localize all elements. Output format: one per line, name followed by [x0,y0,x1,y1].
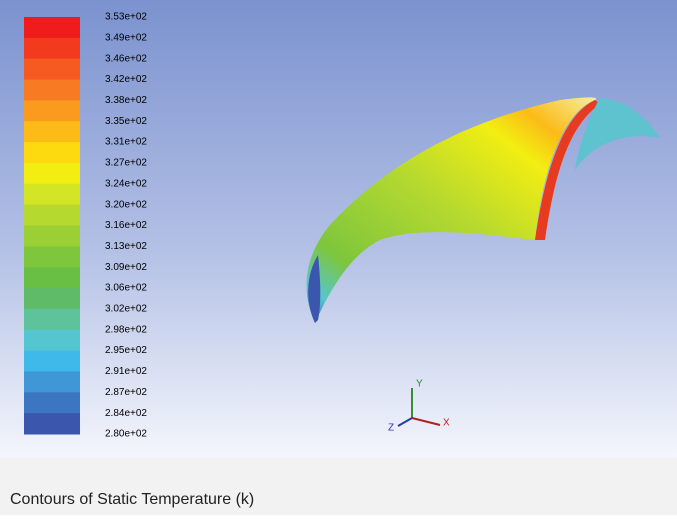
colorbar-label: 3.46e+02 [105,53,147,64]
colorbar-band [24,413,80,435]
caption: Contours of Static Temperature (k) [10,491,254,508]
colorbar-band [24,329,80,352]
colorbar-label: 3.20e+02 [105,199,147,210]
colorbar-label: 3.42e+02 [105,74,147,85]
colorbar-label: 3.27e+02 [105,158,147,169]
colorbar-label: 2.80e+02 [105,429,147,440]
colorbar-label: 2.95e+02 [105,345,147,356]
z-axis-arrow [397,417,413,427]
colorbar-label: 2.91e+02 [105,366,147,377]
colorbar-band [24,142,80,164]
colorbar: 3.53e+02 3.49e+02 3.46e+02 3.42e+02 3.38e+02… [24,12,147,440]
colorbar-band [24,308,80,331]
axis-triad: Y X Z [388,379,450,434]
blade-surface [306,97,597,323]
blade-hot-edge [535,100,600,240]
blade-root [308,255,321,323]
colorbar-label: 3.31e+02 [105,137,147,148]
colorbar-band [24,350,80,372]
colorbar-label: 3.02e+02 [105,304,147,315]
colorbar-band [24,267,80,289]
colorbar-band [24,37,80,60]
colorbar-band [24,17,80,39]
colorbar-label: 3.24e+02 [105,178,147,189]
colorbar-band [24,121,80,143]
colorbar-label: 3.35e+02 [105,116,147,127]
colorbar-label: 3.53e+02 [105,12,147,23]
colorbar-band [24,100,80,122]
x-axis-label: X [443,418,450,429]
z-axis-label: Z [388,423,394,434]
colorbar-band [24,371,80,393]
x-axis-arrow [411,417,441,426]
colorbar-label: 3.38e+02 [105,95,147,106]
colorbar-label: 2.87e+02 [105,387,147,398]
caption-strip [0,458,677,515]
colorbar-band [24,79,80,101]
colorbar-band [24,392,80,414]
colorbar-band [24,58,80,81]
blade-tip [575,98,660,170]
colorbar-label: 3.49e+02 [105,32,147,43]
colorbar-band [24,204,80,226]
colorbar-label: 2.98e+02 [105,324,147,335]
colorbar-label: 3.09e+02 [105,262,147,273]
colorbar-label: 3.06e+02 [105,283,147,294]
colorbar-band [24,246,80,268]
colorbar-band [24,162,80,185]
colorbar-label: 3.16e+02 [105,220,147,231]
colorbar-band [24,183,80,206]
y-axis-label: Y [416,379,423,390]
colorbar-band [24,225,80,247]
colorbar-band [24,288,80,310]
colorbar-label: 3.13e+02 [105,241,147,252]
colorbar-label: 2.84e+02 [105,408,147,419]
